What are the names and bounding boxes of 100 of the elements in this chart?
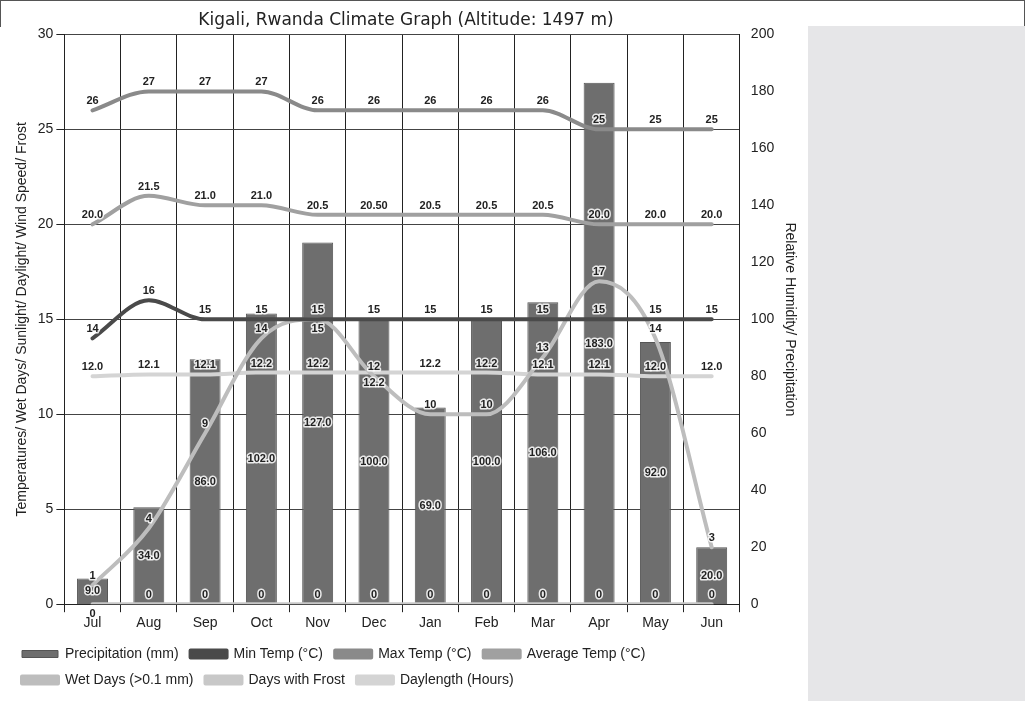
legend-label: Wet Days (>0.1 mm) [65,670,194,687]
data-label: 12.0 [700,360,723,373]
data-label: 17 [592,265,606,278]
data-label: 12.2 [306,356,329,369]
data-label: 20.0 [81,208,104,221]
data-label: 14 [86,322,100,335]
data-label: 10 [480,398,493,411]
data-label: 26 [86,94,99,107]
data-label: 86.0 [194,474,216,487]
legend-label: Max Temp (°C) [378,644,472,661]
data-label: 16 [142,284,155,297]
data-label: 27 [142,75,155,88]
x-tick-label: Nov [305,614,331,631]
y2-tick-label: 20 [750,538,767,555]
data-label: 13 [536,341,549,354]
y2-tick-label: 100 [750,310,775,327]
data-label: 20.5 [532,198,554,211]
data-label: 26 [480,94,493,107]
y2-tick-label: 180 [750,82,775,99]
data-label: 100.0 [472,454,501,467]
x-tick-label: Oct [250,614,273,631]
data-label: 20.0 [700,208,723,221]
x-tick-label: Dec [361,614,387,631]
data-label: 12.2 [419,356,441,369]
y2-tick-label: 120 [750,253,775,270]
x-tick-label: Sep [192,614,218,631]
data-label: 92.0 [644,466,667,479]
data-label: 25 [592,113,606,126]
data-label: 12.1 [194,358,216,371]
y2-tick-label: 60 [750,424,767,441]
y-axis-title: Temperatures/ Wet Days/ Sunlight/ Daylight/ Wind Speed/ Frost [13,122,30,517]
data-label: 14 [255,322,269,335]
data-label: 20.5 [475,198,498,211]
legend-label: Precipitation (mm) [65,644,179,661]
x-tick-label: Jan [418,614,442,631]
y-tick-label: 20 [37,215,54,232]
y-tick-label: 25 [37,120,54,137]
data-label: 15 [311,322,324,335]
data-label: 12.2 [475,356,498,369]
data-label: 15 [705,303,718,316]
data-label: 15 [480,303,493,316]
data-label: 15 [592,303,606,316]
data-label: 183.0 [585,336,613,349]
data-label: 14 [649,322,663,335]
data-label: 26 [536,94,549,107]
data-label: 26 [367,94,381,107]
y2-axis-title: Relative Humidity/ Precipitation [782,222,799,417]
y-tick-label: 15 [37,310,54,327]
data-label: 15 [649,303,662,316]
legend-label: Days with Frost [248,670,346,687]
y2-tick-label: 140 [750,196,775,213]
x-tick-label: Feb [474,614,499,631]
data-label: 21.0 [250,189,273,202]
data-label: 0 [314,588,321,601]
data-label: 15 [198,303,212,316]
data-label: 26 [311,94,324,107]
y-tick-label: 10 [37,405,54,422]
data-label: 12.1 [138,358,160,371]
y2-tick-label: 0 [750,595,759,612]
data-label: 20.5 [419,198,441,211]
y-tick-label: 30 [37,25,54,42]
data-label: 25 [649,113,662,126]
y2-tick-label: 200 [750,25,775,42]
data-label: 20.0 [644,208,667,221]
data-label: 15 [536,303,549,316]
y2-tick-label: 40 [750,481,767,498]
data-label: 0 [483,588,490,601]
data-label: 1 [89,569,96,582]
data-label: 9.0 [84,584,101,597]
data-label: 20.50 [360,198,388,211]
x-tick-label: Jun [700,614,723,631]
data-label: 10 [424,398,437,411]
data-label: 27 [198,75,212,88]
legend-label: Min Temp (°C) [233,644,323,661]
x-tick-label: May [642,614,669,631]
x-tick-label: Apr [588,614,611,631]
data-label: 4 [145,512,153,525]
data-label: 15 [311,303,324,316]
data-label: 20.5 [306,198,329,211]
data-label: 106.0 [529,446,557,459]
data-label: 25 [705,113,718,126]
data-label: 0 [708,588,715,601]
data-label: 102.0 [247,451,276,464]
legend-label: Average Temp (°C) [526,644,646,661]
data-label: 12.0 [81,360,104,373]
chart-title: Kigali, Rwanda Climate Graph (Altitude: 1497 m) [198,8,614,29]
data-label: 69.0 [419,498,441,511]
data-label: 12 [367,360,381,373]
data-label: 0 [539,588,546,601]
data-label: 34.0 [138,548,160,561]
data-label: 12.1 [588,358,610,371]
data-label: 20.0 [588,208,610,221]
x-tick-label: Aug [136,614,162,631]
x-tick-label: Mar [530,614,556,631]
data-label: 21.5 [138,179,160,192]
data-label: 26 [424,94,437,107]
data-label: 27 [255,75,268,88]
data-label: 0 [145,588,152,601]
y2-tick-label: 160 [750,139,775,156]
data-label: 15 [367,303,381,316]
